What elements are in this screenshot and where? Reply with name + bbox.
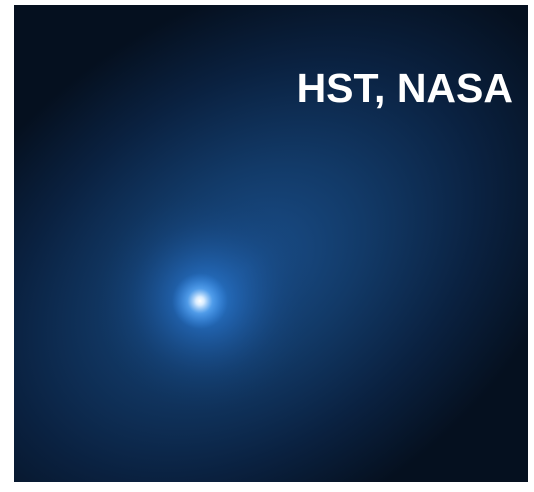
photo-frame: HST, NASA <box>0 0 534 492</box>
page: HST, NASA (() => { const data = JSON.par… <box>0 0 534 492</box>
image-credit: HST, NASA <box>297 65 513 111</box>
comet-nucleus <box>172 273 228 329</box>
